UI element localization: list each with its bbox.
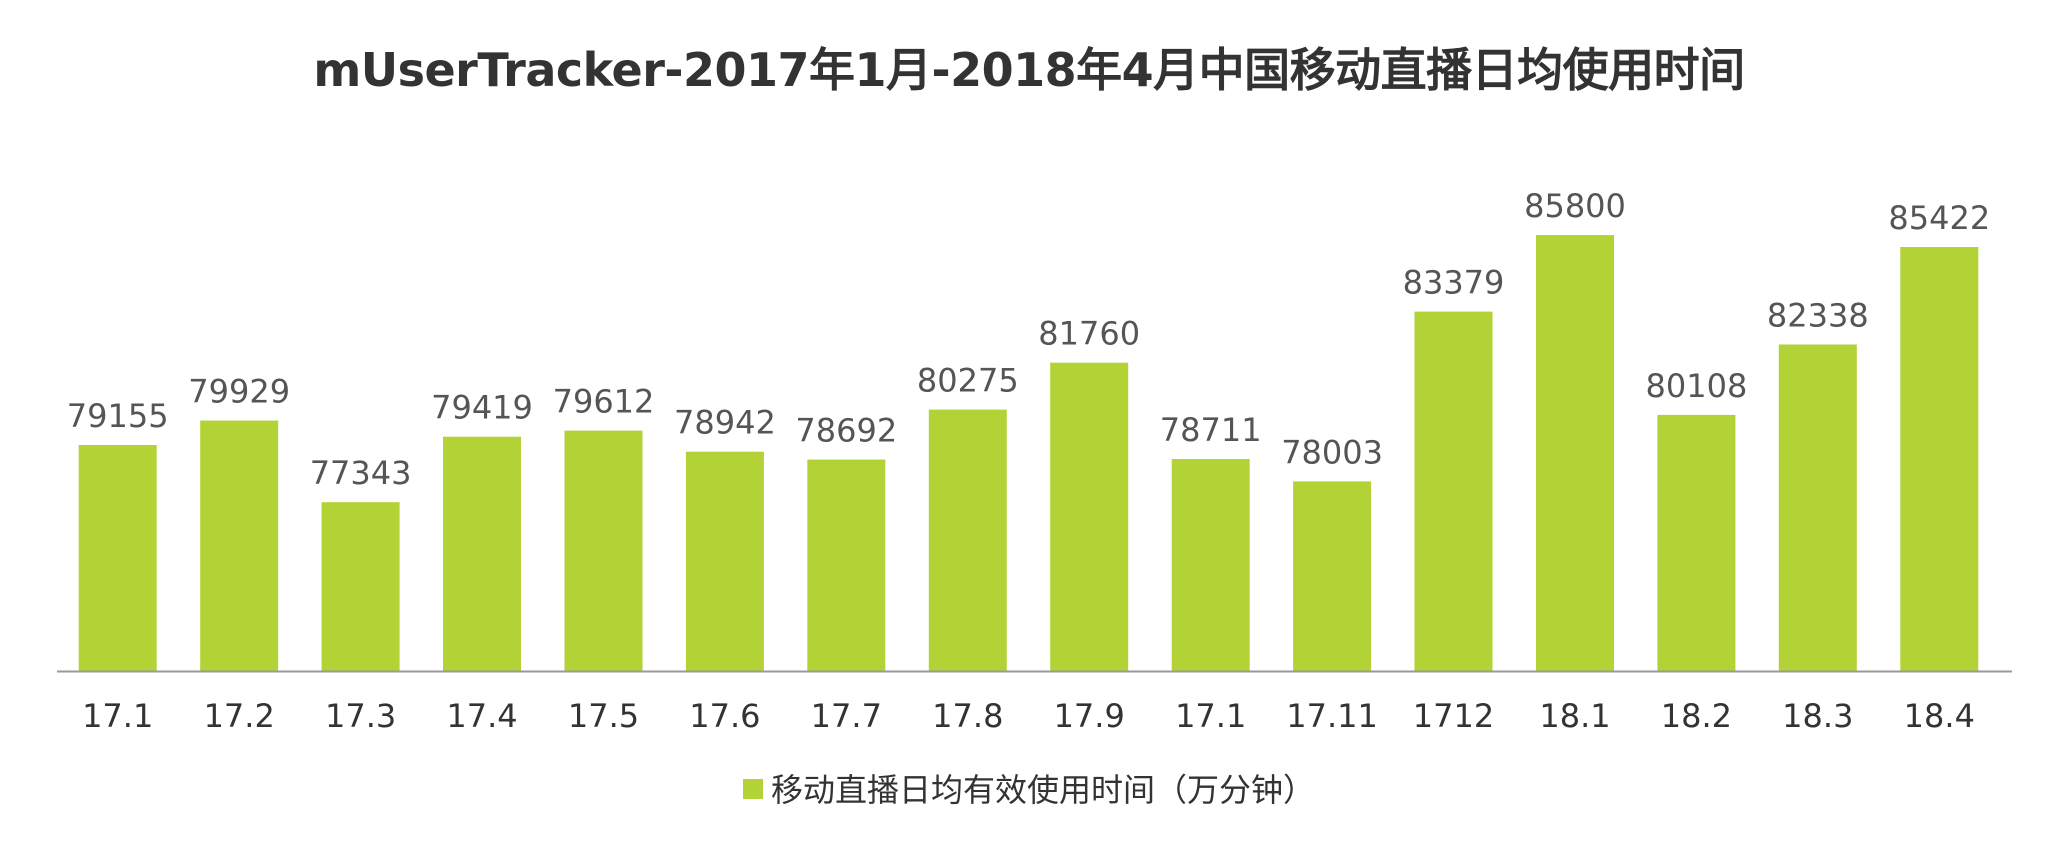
bar-13: [1657, 414, 1736, 671]
x-tick-label-0: 17.1: [82, 697, 153, 735]
x-tick-label-4: 17.5: [568, 697, 639, 735]
data-label-5: 78942: [674, 404, 776, 442]
data-label-1: 79929: [188, 373, 290, 411]
bar-7: [928, 409, 1007, 671]
x-tick-label-15: 18.4: [1904, 697, 1975, 735]
data-label-11: 83379: [1403, 264, 1505, 302]
chart-title: mUserTracker-2017年1月-2018年4月中国移动直播日均使用时间: [313, 43, 1745, 97]
x-tick-label-14: 18.3: [1782, 697, 1853, 735]
x-tick-label-6: 17.7: [811, 697, 882, 735]
data-label-13: 80108: [1646, 367, 1748, 405]
data-label-4: 79612: [553, 383, 655, 421]
bar-8: [1050, 362, 1129, 671]
data-label-2: 77343: [310, 454, 412, 492]
data-label-0: 79155: [67, 397, 169, 435]
data-label-7: 80275: [917, 362, 1019, 400]
bar-0: [78, 445, 157, 671]
data-label-12: 85800: [1524, 187, 1626, 225]
bar-12: [1536, 235, 1614, 671]
x-tick-label-5: 17.6: [689, 697, 760, 735]
bar-6: [807, 459, 886, 671]
bar-14: [1778, 344, 1857, 671]
data-label-6: 78692: [795, 412, 897, 450]
bar-15: [1900, 247, 1979, 671]
legend-swatch: [742, 779, 763, 799]
data-label-14: 82338: [1767, 297, 1869, 335]
bar-11: [1414, 311, 1493, 671]
x-tick-label-1: 17.2: [204, 697, 275, 735]
bar-9: [1171, 459, 1250, 671]
x-tick-label-9: 17.1: [1175, 697, 1246, 735]
data-label-15: 85422: [1888, 199, 1990, 237]
bar-10: [1293, 481, 1372, 671]
x-tick-label-2: 17.3: [325, 697, 396, 735]
x-tick-label-3: 17.4: [446, 697, 517, 735]
legend: 移动直播日均有效使用时间（万分钟）: [0, 765, 2058, 811]
bar-1: [200, 420, 279, 671]
x-tick-label-10: 17.11: [1286, 697, 1378, 735]
bar-5: [685, 451, 764, 671]
data-label-9: 78711: [1160, 411, 1262, 449]
x-tick-label-11: 1712: [1413, 697, 1494, 735]
bar-3: [443, 436, 521, 671]
legend-label: 移动直播日均有效使用时间（万分钟）: [770, 771, 1315, 809]
bar-4: [564, 430, 643, 671]
x-tick-label-8: 17.9: [1054, 697, 1125, 735]
data-label-8: 81760: [1038, 315, 1140, 353]
data-label-3: 79419: [431, 389, 533, 427]
data-label-10: 78003: [1281, 433, 1383, 471]
x-tick-label-12: 18.1: [1539, 697, 1610, 735]
bar-2: [321, 502, 400, 671]
x-tick-label-13: 18.2: [1661, 697, 1732, 735]
x-tick-label-7: 17.8: [932, 697, 1003, 735]
